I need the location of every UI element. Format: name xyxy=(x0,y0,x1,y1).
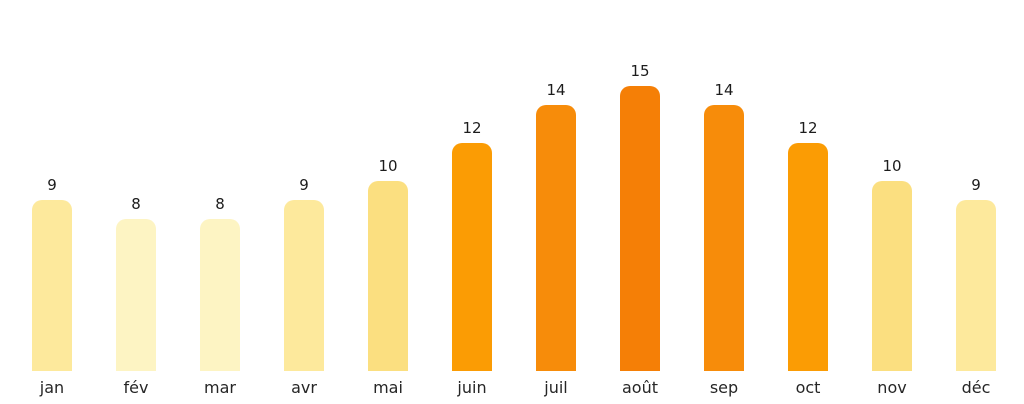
bar-column: 8 fév xyxy=(94,0,178,404)
x-tick-label: août xyxy=(621,378,658,397)
x-tick-label: nov xyxy=(877,378,907,397)
bar xyxy=(368,181,408,371)
x-tick: jan xyxy=(40,371,64,404)
x-tick: juil xyxy=(544,371,567,404)
bar xyxy=(284,200,324,371)
bar-value-label: 9 xyxy=(299,176,309,194)
bar xyxy=(536,105,576,371)
bar xyxy=(452,143,492,371)
bar-column: 10 nov xyxy=(850,0,934,404)
bar-value-label: 8 xyxy=(131,195,141,213)
bar-value-label: 10 xyxy=(378,157,398,175)
bar-value-label: 12 xyxy=(462,119,482,137)
x-tick: fév xyxy=(124,371,149,404)
bar-value-label: 9 xyxy=(971,176,981,194)
x-tick: sep xyxy=(710,371,738,404)
x-tick: août xyxy=(622,371,658,404)
x-tick-label: fév xyxy=(123,378,149,397)
x-tick: oct xyxy=(796,371,821,404)
x-tick-label: oct xyxy=(795,378,821,397)
bar-column: 9 déc xyxy=(934,0,1018,404)
bar xyxy=(704,105,744,371)
bar-value-label: 14 xyxy=(714,81,734,99)
bar xyxy=(956,200,996,371)
x-tick-label: déc xyxy=(961,378,991,397)
x-tick-label: sep xyxy=(709,378,739,397)
bar-value-label: 9 xyxy=(47,176,57,194)
x-tick-label: juil xyxy=(544,378,568,397)
bar xyxy=(620,86,660,371)
bar-value-label: 12 xyxy=(798,119,818,137)
x-tick: nov xyxy=(877,371,906,404)
bar xyxy=(200,219,240,371)
bar-value-label: 8 xyxy=(215,195,225,213)
bar-column: 9 avr xyxy=(262,0,346,404)
bar-value-label: 10 xyxy=(882,157,902,175)
bar xyxy=(32,200,72,371)
bar-column: 15 août xyxy=(598,0,682,404)
bar-column: 12 oct xyxy=(766,0,850,404)
bar-column: 9 jan xyxy=(10,0,94,404)
x-tick: avr xyxy=(291,371,317,404)
bar-value-label: 15 xyxy=(630,62,650,80)
bar-column: 14 sep xyxy=(682,0,766,404)
bar xyxy=(788,143,828,371)
x-tick: mai xyxy=(373,371,403,404)
x-tick-label: mar xyxy=(204,378,236,397)
bar-column: 10 mai xyxy=(346,0,430,404)
bar-column: 8 mar xyxy=(178,0,262,404)
x-tick: mar xyxy=(204,371,236,404)
x-tick-label: avr xyxy=(291,378,317,397)
bar-value-label: 14 xyxy=(546,81,566,99)
x-tick: juin xyxy=(457,371,486,404)
bar xyxy=(116,219,156,371)
bar xyxy=(872,181,912,371)
bar-column: 12 juin xyxy=(430,0,514,404)
x-tick-label: jan xyxy=(39,378,65,397)
bar-column: 14 juil xyxy=(514,0,598,404)
x-tick-label: juin xyxy=(457,378,487,397)
x-tick: déc xyxy=(962,371,991,404)
x-tick-label: mai xyxy=(373,378,403,397)
